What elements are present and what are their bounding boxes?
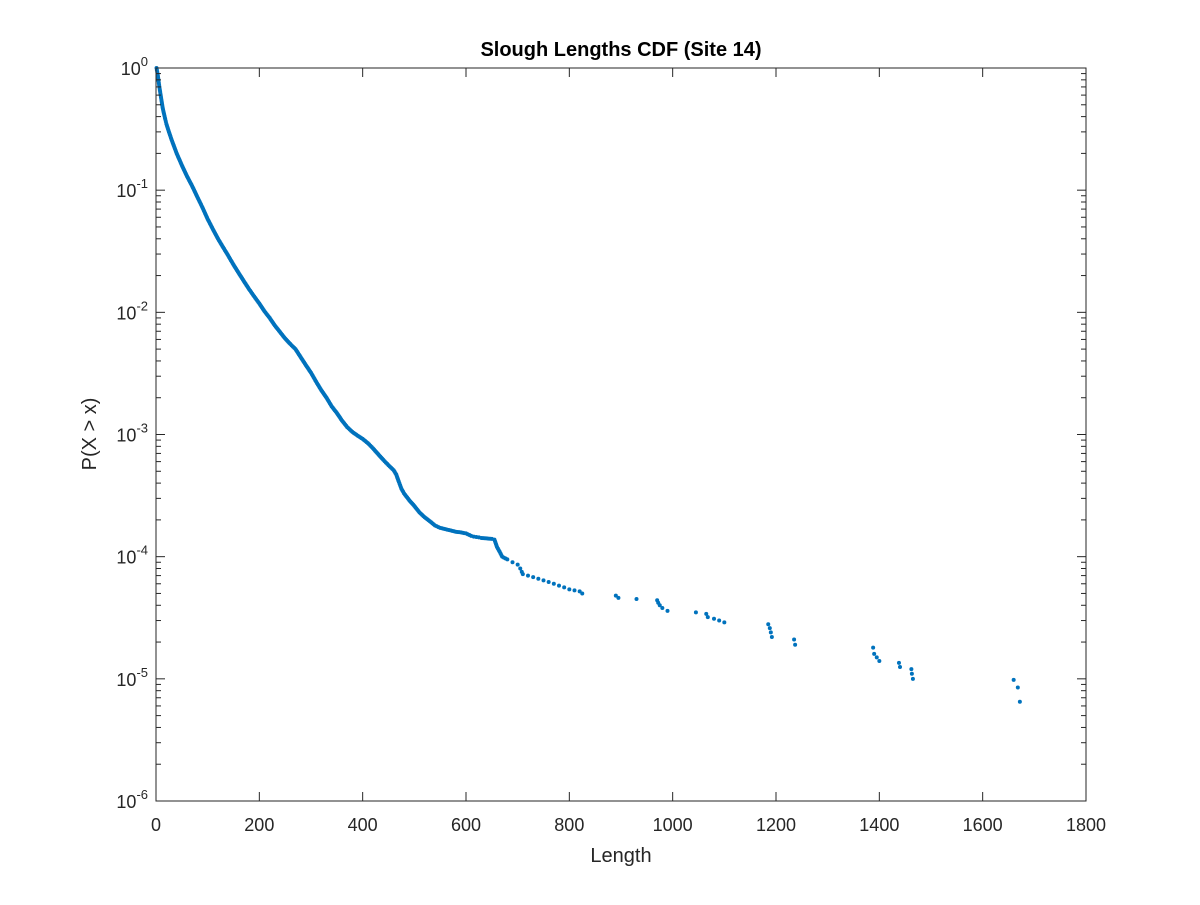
data-point [793,642,798,647]
data-point [704,611,709,616]
data-point [874,655,879,660]
axes-box [155,67,1087,802]
data-point [562,585,567,590]
data-point [546,580,551,585]
chart-title: Slough Lengths CDF (Site 14) [480,39,761,61]
y-axis-label: P(X > x) [79,398,101,471]
y-tick-base: 10 [116,792,136,812]
data-point [872,651,877,656]
x-tick-label: 1600 [963,815,1003,835]
data-point [877,658,882,663]
y-tick-exponent: -3 [136,421,148,436]
data-point [898,664,902,669]
y-tick-exponent: 0 [141,54,148,69]
data-point [660,606,665,611]
data-point [769,635,774,640]
data-point [705,615,710,620]
y-tick-label: 10-3 [116,421,148,446]
data-point [505,557,510,562]
y-tick-label: 10-6 [116,787,148,812]
data-point [567,587,572,592]
y-tick-exponent: -1 [136,176,148,191]
data-point [634,597,639,602]
data-point [767,626,772,631]
data-point [712,616,716,621]
data-point [1015,685,1020,690]
data-point [909,667,914,672]
y-tick-label: 10-5 [116,665,148,690]
data-point [909,671,914,676]
data-point [722,620,727,625]
y-tick-base: 10 [116,426,136,446]
data-point [536,576,541,581]
x-tick-label: 1800 [1066,815,1106,835]
data-point [557,583,561,588]
data-point [910,676,915,681]
y-tick-base: 10 [116,670,136,690]
data-point [515,562,520,567]
y-tick-base: 10 [116,303,136,323]
data-point [613,593,618,598]
x-tick-label: 200 [244,815,274,835]
data-point [541,578,546,583]
y-tick-exponent: -2 [136,298,148,313]
y-tick-label: 10-1 [116,176,148,201]
data-point [871,645,876,650]
y-tick-base: 10 [116,548,136,568]
plot-area [156,68,1086,801]
data-point [693,610,698,615]
y-tick-exponent: -4 [136,543,148,558]
data-point [510,560,515,565]
data-point [616,595,621,600]
data-point [518,566,523,571]
data-points [154,66,1022,704]
data-point [717,618,722,623]
x-tick-label: 0 [151,815,161,835]
data-point [896,660,901,665]
data-point [526,573,530,578]
y-tick-base: 10 [121,59,141,79]
axis-ticks: 0 200 400 600 800 1000 1200 1400 1600 180010010-1… [116,54,1106,835]
data-point [1017,699,1022,704]
data-point [520,572,525,577]
x-tick-label: 400 [348,815,378,835]
y-tick-label: 100 [121,54,148,79]
data-point [580,591,585,596]
data-point [665,608,670,613]
data-point [657,603,662,608]
data-point [766,622,771,627]
x-axis-label: Length [590,845,651,867]
x-tick-label: 1200 [756,815,796,835]
y-tick-exponent: -6 [136,787,148,802]
data-point [551,581,556,586]
x-tick-label: 800 [554,815,584,835]
y-tick-label: 10-4 [116,543,148,568]
data-point [531,575,536,580]
x-tick-label: 1000 [653,815,693,835]
x-tick-label: 1400 [859,815,899,835]
data-point [768,630,773,635]
data-point [792,637,797,642]
x-tick-label: 600 [451,815,481,835]
data-point [1011,677,1016,682]
y-tick-label: 10-2 [116,298,148,323]
data-point [572,588,577,593]
y-tick-base: 10 [116,181,136,201]
y-tick-exponent: -5 [136,665,148,680]
